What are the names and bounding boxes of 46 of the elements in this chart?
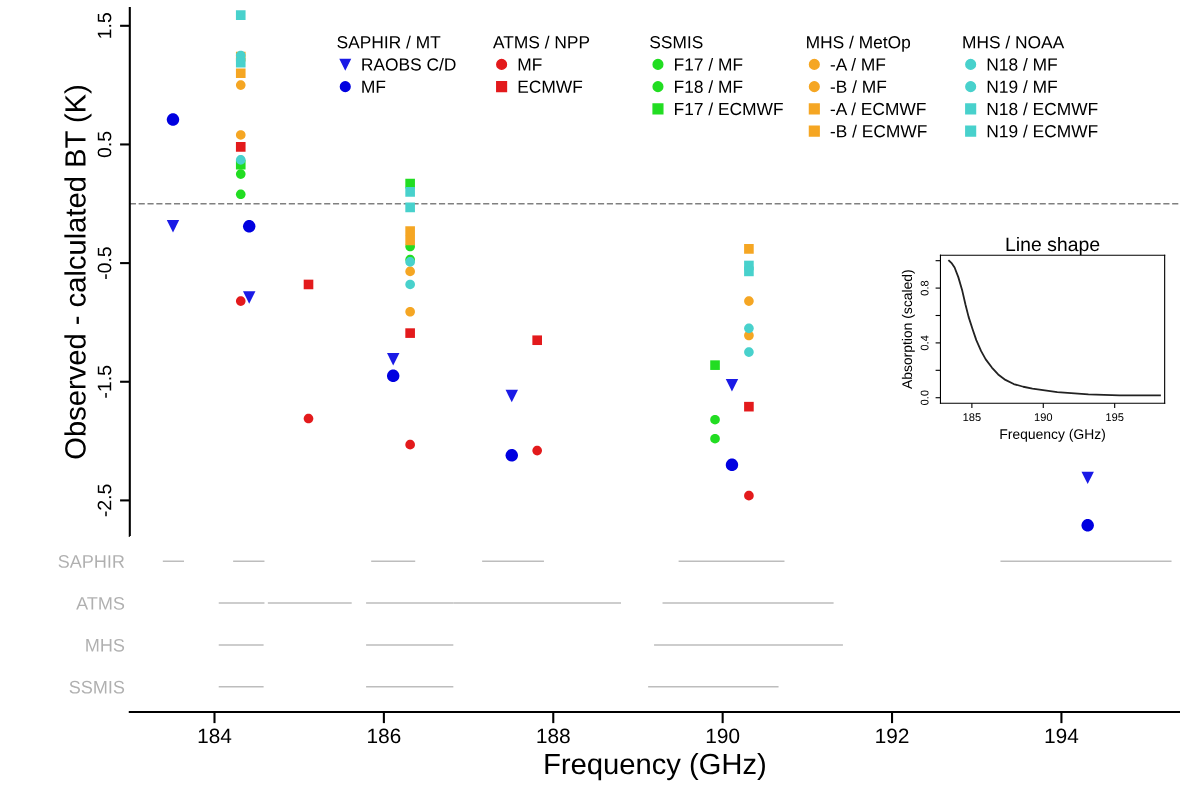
x-axis-title: Frequency (GHz) (545, 752, 765, 781)
y-tick-label: 0.8 (920, 280, 929, 296)
text: SAPHIR / MT (337, 35, 441, 49)
legend-label: MF (362, 80, 386, 93)
y-tick-label: -0.5 (97, 247, 112, 279)
y-tick-label: -1.5 (97, 365, 112, 398)
chart-title: Line shape (1006, 236, 1100, 256)
x-tick-label: 194 (1045, 728, 1079, 744)
x-axis-title: Frequency (GHz) (1000, 428, 1105, 442)
legend-label: -A / MF (830, 57, 886, 71)
legend-label: F18 / MF (675, 80, 743, 93)
legend-label: N19 / MF (987, 80, 1057, 93)
text: MHS / NOAA (963, 35, 1065, 49)
x-tick-label: 192 (876, 728, 909, 744)
y-axis-title: Absorption (scaled) (901, 270, 915, 389)
x-tick-label: 186 (368, 728, 401, 744)
legend-label: N18 / ECMWF (987, 102, 1098, 116)
legend-label: N18 / MF (987, 57, 1057, 71)
text: MHS / MetOp (807, 35, 911, 52)
x-tick-label: 195 (1106, 413, 1124, 422)
y-tick-label: SSMIS (69, 680, 125, 694)
y-tick-label: 0.0 (920, 390, 929, 406)
x-tick-label: 188 (537, 728, 570, 744)
legend-label: MF (518, 58, 542, 71)
legend-label: -A / ECMWF (830, 102, 926, 116)
x-tick-label: 185 (963, 413, 981, 422)
legend-label: RAOBS C/D (362, 57, 456, 71)
legend-label: N19 / ECMWF (987, 124, 1098, 138)
x-tick-label: 190 (1034, 413, 1053, 422)
legend-label: -B / MF (830, 80, 887, 93)
x-tick-label: 190 (706, 728, 740, 744)
legend-label: ECMWF (518, 80, 583, 93)
y-tick-label: MHS (86, 638, 125, 652)
legend-label: -B / ECMWF (830, 124, 927, 138)
y-tick-label: ATMS (76, 596, 125, 610)
y-tick-label: 1.5 (97, 13, 112, 38)
y-tick-label: 0.4 (920, 335, 929, 351)
legend-label: F17 / ECMWF (675, 102, 783, 116)
y-tick-label: 0.5 (97, 131, 112, 158)
y-tick-label: SAPHIR (58, 555, 125, 568)
y-axis-title: Observed - calculated BT (K) (64, 86, 92, 459)
text: SSMIS (650, 36, 703, 49)
legend-label: F17 / MF (675, 57, 743, 71)
x-tick-label: 184 (198, 728, 232, 744)
y-tick-label: -2.5 (97, 484, 112, 517)
text: ATMS / NPP (492, 35, 590, 49)
